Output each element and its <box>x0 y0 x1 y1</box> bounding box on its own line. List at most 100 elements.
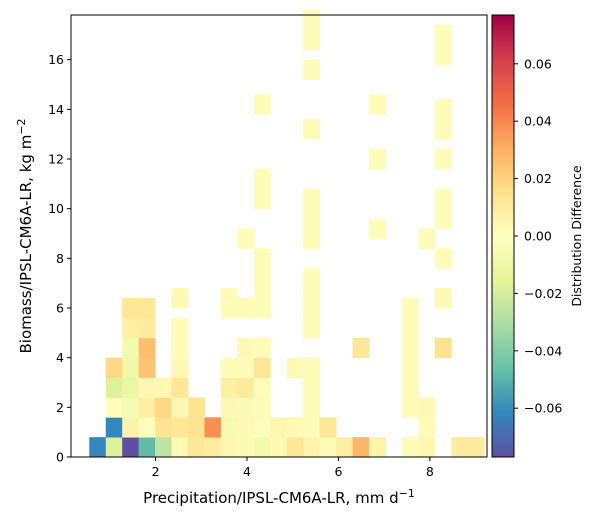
colorbar-tick-label: −0.06 <box>524 401 562 416</box>
y-tick-label: 6 <box>56 301 64 316</box>
heatmap-cell <box>434 119 452 140</box>
heatmap-cell <box>303 288 321 309</box>
heatmap-cell <box>418 437 436 458</box>
heatmap-cell <box>303 119 321 140</box>
heatmap-cell <box>434 288 452 309</box>
heatmap-cell <box>369 437 386 458</box>
heatmap-cell <box>122 417 140 438</box>
heatmap-cell <box>171 317 189 339</box>
y-tick-label: 12 <box>48 152 64 167</box>
heatmap-cell <box>253 188 271 210</box>
heatmap-cell <box>220 357 238 378</box>
heatmap-cell <box>451 437 469 458</box>
heatmap-cell <box>253 437 271 458</box>
heatmap-cell <box>155 417 172 438</box>
y-tick-label: 16 <box>48 52 64 67</box>
heatmap-cell <box>105 417 123 438</box>
heatmap-cell <box>434 99 452 120</box>
colorbar-tick-label: 0.02 <box>524 171 552 186</box>
heatmap-cell <box>122 397 140 418</box>
heatmap-cell <box>253 357 271 378</box>
heatmap-cell <box>171 337 189 359</box>
x-axis-label-text: Precipitation/IPSL-CM6A-LR, mm d <box>143 489 398 507</box>
x-axis-label-superscript: −1 <box>399 487 415 500</box>
heatmap-cell <box>253 377 271 398</box>
heatmap-cell <box>122 377 140 398</box>
heatmap-cell <box>138 417 156 438</box>
heatmap-cell <box>105 437 123 458</box>
heatmap-cell <box>286 417 304 438</box>
colorbar-tick-label: 0.04 <box>524 114 552 129</box>
heatmap-cell <box>352 337 370 359</box>
heatmap-cell <box>171 288 189 309</box>
heatmap-cell <box>253 288 271 309</box>
colorbar-tick-label: −0.04 <box>524 343 562 358</box>
heatmap-cell <box>434 24 452 46</box>
heatmap-cell <box>237 437 255 458</box>
heatmap-cell <box>401 377 419 398</box>
heatmap-cell <box>369 218 386 239</box>
heatmap-cell <box>434 149 452 170</box>
heatmap-cell <box>220 377 238 398</box>
heatmap-cell <box>401 437 419 458</box>
heatmap-cell <box>401 357 419 378</box>
heatmap-cell <box>155 377 172 398</box>
heatmap-cell <box>303 10 321 31</box>
heatmap-cell <box>237 357 255 378</box>
heatmap-cell <box>122 317 140 339</box>
heatmap-cell <box>286 437 304 458</box>
heatmap-cell <box>319 417 337 438</box>
heatmap-cell <box>253 94 271 115</box>
heatmap-cell <box>270 437 288 458</box>
heatmap-cell <box>253 268 271 289</box>
heatmap-cell <box>237 337 255 359</box>
heatmap-cell <box>303 268 321 289</box>
heatmap-cells <box>89 10 485 458</box>
heatmap-cell <box>105 357 123 378</box>
heatmap-cell <box>253 337 271 359</box>
x-tick-label: 2 <box>152 464 160 479</box>
heatmap-cell <box>303 188 321 210</box>
heatmap-cell <box>138 397 156 418</box>
y-axis-label: Biomass/IPSL-CM6A-LR, kg m−2 <box>15 118 35 353</box>
heatmap-cell <box>188 437 205 458</box>
heatmap-cell <box>434 208 452 229</box>
x-tick-label: 8 <box>426 464 434 479</box>
heatmap-cell <box>253 168 271 190</box>
y-tick-label: 10 <box>48 201 64 216</box>
heatmap-cell <box>138 337 156 359</box>
heatmap-cell <box>303 59 321 80</box>
heatmap-cell <box>401 317 419 339</box>
heatmap-cell <box>188 417 205 438</box>
heatmap-cell <box>138 357 156 378</box>
heatmap-cell <box>220 417 238 438</box>
heatmap-cell <box>303 317 321 339</box>
heatmap-cell <box>204 437 222 458</box>
heatmap-cell <box>303 377 321 398</box>
y-axis-ticks: 0 2 4 6 8 10 12 14 16 <box>48 52 71 465</box>
heatmap-cell <box>105 377 123 398</box>
heatmap-cell <box>122 298 140 319</box>
heatmap-cell <box>155 437 172 458</box>
colorbar-tick-label: −0.02 <box>524 286 562 301</box>
y-tick-label: 4 <box>56 350 64 365</box>
heatmap-cell <box>138 298 156 319</box>
heatmap-cell <box>253 397 271 418</box>
heatmap-cell <box>171 417 189 438</box>
heatmap-cell <box>122 357 140 378</box>
heatmap-cell <box>155 397 172 418</box>
heatmap-cell <box>303 357 321 378</box>
heatmap-cell <box>171 377 189 398</box>
heatmap-cell <box>303 228 321 249</box>
x-tick-label: 4 <box>243 464 251 479</box>
y-axis-label-text: Biomass/IPSL-CM6A-LR, kg m <box>17 135 35 354</box>
heatmap-cell <box>319 437 337 458</box>
heatmap-cell <box>138 377 156 398</box>
heatmap-cell <box>434 188 452 210</box>
colorbar-tick-label: 0.00 <box>524 229 552 244</box>
heatmap-cell <box>138 317 156 339</box>
y-axis-label-superscript: −2 <box>15 118 28 134</box>
heatmap-cell <box>122 437 140 458</box>
heatmap-cell <box>171 357 189 378</box>
heatmap-cell <box>237 228 255 249</box>
